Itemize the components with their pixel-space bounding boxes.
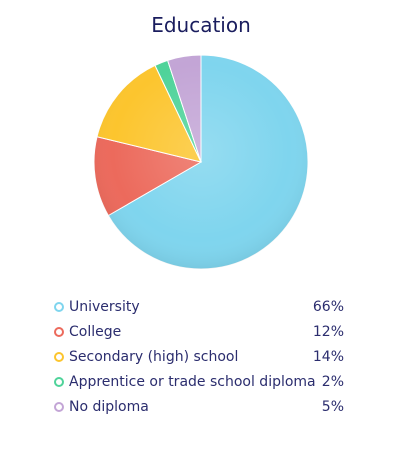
- legend-value: 2%: [321, 374, 344, 390]
- legend: University 66% College 12% Secondary (hi…: [54, 296, 346, 421]
- legend-swatch-no-diploma: [54, 402, 64, 412]
- legend-swatch-college: [54, 327, 64, 337]
- legend-label: University: [69, 299, 140, 315]
- legend-swatch-apprentice-trade-school: [54, 377, 64, 387]
- legend-item-apprentice-trade-school[interactable]: Apprentice or trade school diploma 2%: [54, 371, 346, 396]
- legend-value: 12%: [312, 324, 344, 340]
- legend-item-college[interactable]: College 12%: [54, 321, 346, 346]
- legend-label: Secondary (high) school: [69, 349, 239, 365]
- legend-item-no-diploma[interactable]: No diploma 5%: [54, 396, 346, 421]
- legend-label: Apprentice or trade school diploma: [69, 374, 316, 390]
- legend-item-university[interactable]: University 66%: [54, 296, 346, 321]
- legend-value: 66%: [312, 299, 344, 315]
- legend-value: 14%: [312, 349, 344, 365]
- legend-value: 5%: [321, 399, 344, 415]
- chart-title: Education: [151, 13, 251, 37]
- legend-swatch-secondary-school: [54, 352, 64, 362]
- pie-chart: [93, 54, 309, 270]
- legend-label: No diploma: [69, 399, 149, 415]
- legend-item-secondary-school[interactable]: Secondary (high) school 14%: [54, 346, 346, 371]
- legend-label: College: [69, 324, 122, 340]
- legend-swatch-university: [54, 302, 64, 312]
